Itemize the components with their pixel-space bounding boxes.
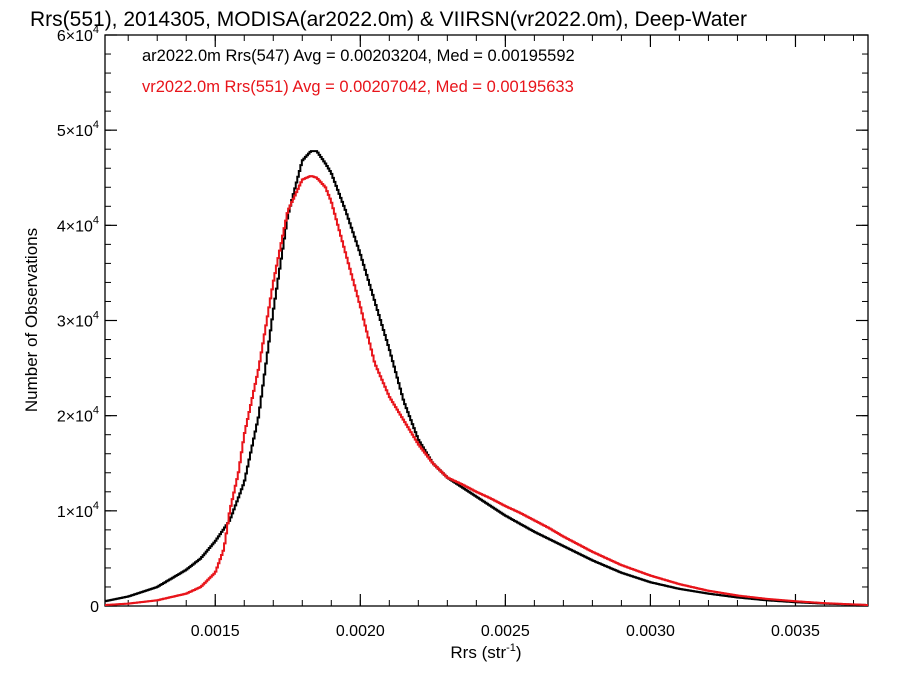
y-axis-label: Number of Observations bbox=[22, 228, 41, 412]
series-ar2022-line bbox=[105, 150, 868, 607]
y-tick-label: 2×104 bbox=[57, 405, 99, 426]
y-tick-label: 6×104 bbox=[57, 24, 99, 45]
x-axis-label-base: Rrs (str bbox=[450, 643, 506, 662]
x-axis-label-superscript: -1 bbox=[506, 642, 516, 654]
series-layer bbox=[105, 150, 868, 607]
x-tick-label: 0.0015 bbox=[191, 623, 240, 640]
legend-entry-vr2022: vr2022.0m Rrs(551) Avg = 0.00207042, Med… bbox=[142, 78, 574, 96]
x-tick-label: 0.0020 bbox=[336, 623, 385, 640]
x-tick-label: 0.0030 bbox=[626, 623, 675, 640]
y-tick-label: 3×104 bbox=[57, 310, 99, 331]
legend-entry-ar2022: ar2022.0m Rrs(547) Avg = 0.00203204, Med… bbox=[142, 47, 575, 65]
y-tick-label: 0 bbox=[90, 599, 99, 616]
x-axis-label-end: ) bbox=[516, 643, 522, 662]
series-vr2022-line bbox=[105, 175, 868, 607]
x-tick-label: 0.0025 bbox=[481, 623, 530, 640]
y-axis-ticks: 0 1×104 2×104 3×104 4×104 5×104 6×104 bbox=[57, 24, 868, 616]
y-tick-label: 1×104 bbox=[57, 500, 99, 521]
x-axis-ticks: 0.0015 0.0020 0.0025 0.0030 0.0035 bbox=[127, 35, 854, 640]
plot-frame bbox=[104, 34, 869, 607]
chart-title: Rrs(551), 2014305, MODISA(ar2022.0m) & V… bbox=[30, 8, 747, 31]
y-tick-label: 4×104 bbox=[57, 214, 99, 235]
y-tick-label: 5×104 bbox=[57, 119, 99, 140]
x-tick-label: 0.0035 bbox=[771, 623, 820, 640]
x-axis-label: Rrs (str-1) bbox=[450, 642, 521, 662]
